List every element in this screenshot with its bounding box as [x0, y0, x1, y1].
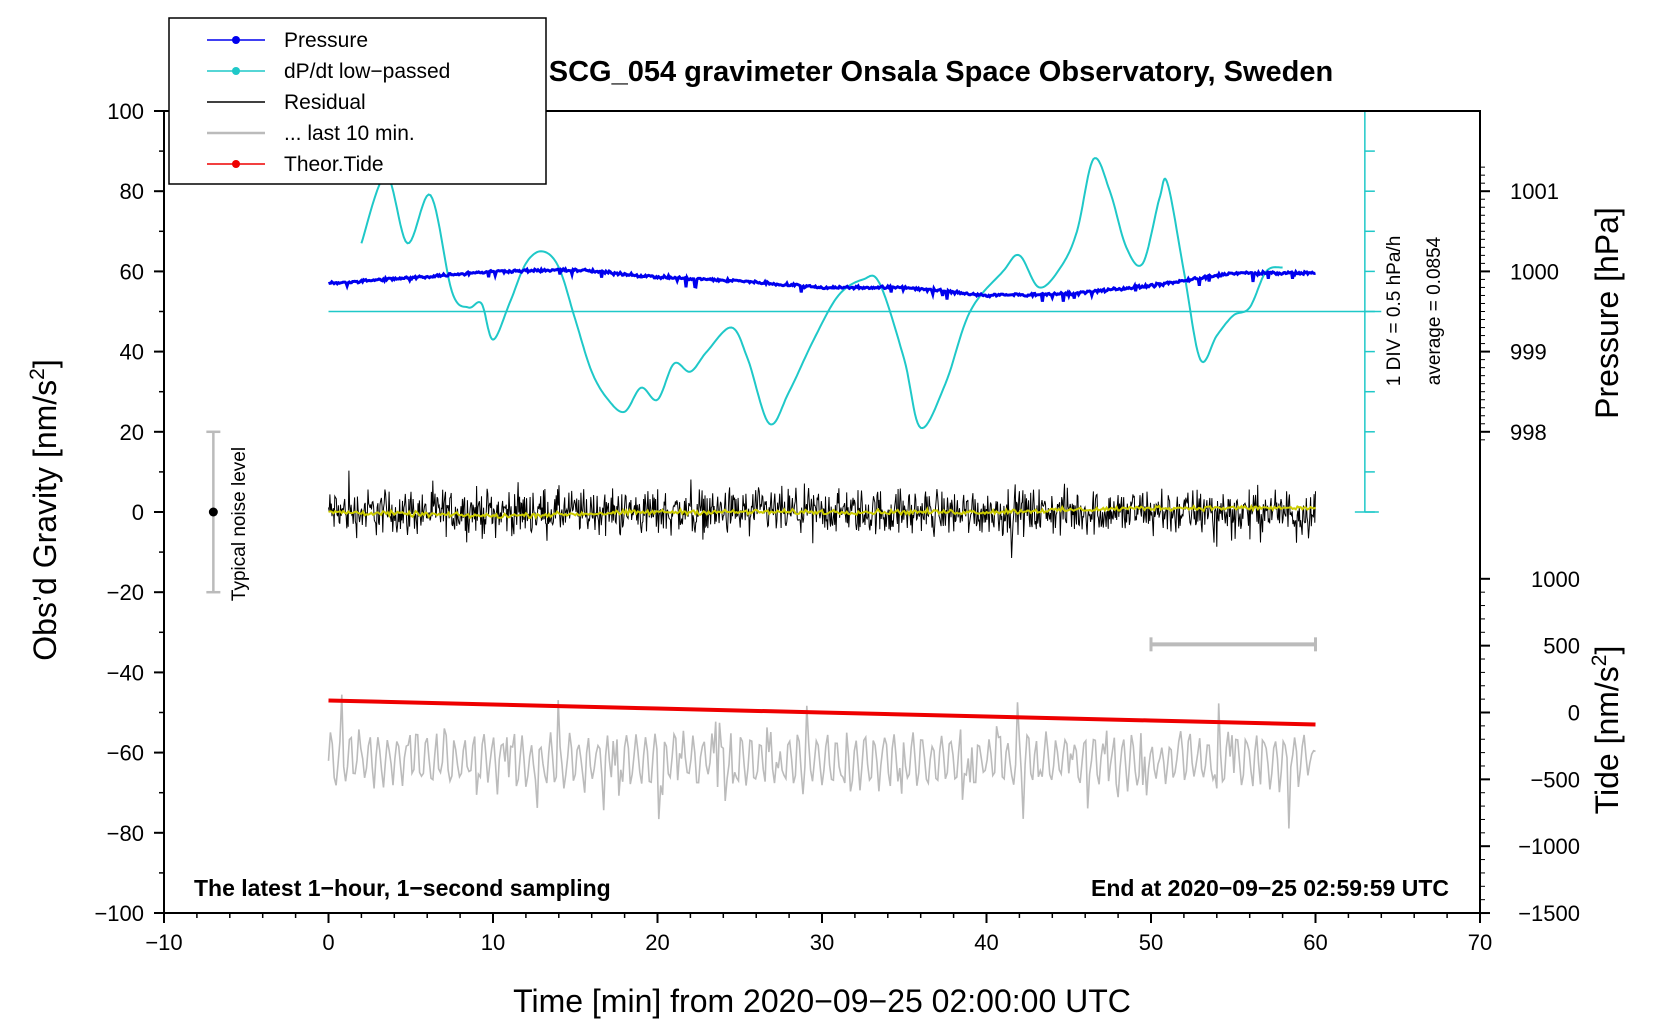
- x-tick-label: −10: [145, 930, 182, 955]
- tide-tick-label: 0: [1568, 701, 1580, 726]
- pressure-tick-label: 999: [1510, 340, 1547, 365]
- y-axis-title-left: Obs’d Gravity [nm/s2]: [26, 359, 63, 661]
- tide-line: [328, 698, 1316, 727]
- tide-tick-label: −500: [1530, 767, 1580, 792]
- noise-marker: [206, 430, 221, 594]
- last-10-min-series: [327, 694, 1316, 829]
- residual-series: [328, 470, 1316, 559]
- legend-marker: [232, 160, 240, 168]
- tide-tick-label: −1000: [1518, 834, 1580, 859]
- legend-label: Theor.Tide: [284, 153, 384, 176]
- y-tick-label: −60: [107, 741, 144, 766]
- y-tick-label: −40: [107, 660, 144, 685]
- pressure-tick-label: 1000: [1510, 259, 1559, 284]
- pressure-series: [327, 266, 1316, 302]
- x-tick-label: 10: [481, 930, 505, 955]
- legend-label: dP/dt low−passed: [284, 60, 450, 83]
- legend: Pressure dP/dt low−passed Residual ... last…: [168, 17, 547, 185]
- y-tick-label: 20: [120, 420, 144, 445]
- legend-label: Pressure: [284, 29, 368, 52]
- axes: −10 0 10 20 30 40 50 60 70100806040200−20−40−60−…: [94, 99, 1580, 955]
- x-tick-label: 0: [322, 930, 334, 955]
- y-tick-label: 0: [132, 500, 144, 525]
- y-tick-label: 60: [120, 259, 144, 284]
- legend-marker: [232, 36, 240, 44]
- legend-marker: [232, 67, 240, 75]
- average-label: average = 0.0854: [1424, 236, 1445, 385]
- x-tick-label: 60: [1303, 930, 1327, 955]
- x-tick-label: 40: [974, 930, 998, 955]
- legend-box: [168, 17, 547, 185]
- noise-center-point: [208, 507, 218, 517]
- pressure-tick-label: 1001: [1510, 179, 1559, 204]
- annotation-left: The latest 1−hour, 1−second sampling: [194, 875, 611, 901]
- last-10-min-bracket: [1149, 637, 1317, 652]
- pressure-tick-label: 998: [1510, 420, 1547, 445]
- noise-label: Typical noise level: [229, 447, 250, 601]
- div-scale-label: 1 DIV = 0.5 hPa/h: [1384, 236, 1405, 387]
- x-tick-label: 50: [1139, 930, 1163, 955]
- x-tick-label: 20: [645, 930, 669, 955]
- annotation-right: End at 2020−09−25 02:59:59 UTC: [1091, 875, 1449, 901]
- tide-tick-label: 500: [1543, 634, 1580, 659]
- y-axis-title-tide: Tide [nm/s2]: [1588, 646, 1625, 815]
- y-tick-label: −80: [107, 821, 144, 846]
- chart-title: SCG_054 gravimeter Onsala Space Observat…: [549, 56, 1333, 88]
- tide-tick-label: −1500: [1518, 901, 1580, 926]
- tide-series: [328, 698, 1316, 727]
- tide-tick-label: 1000: [1531, 567, 1580, 592]
- dpdt-line: [360, 157, 1283, 430]
- last-10-min-line: [327, 694, 1316, 829]
- y-axis-title-pressure: Pressure [hPa]: [1589, 207, 1625, 419]
- x-tick-label: 70: [1468, 930, 1492, 955]
- residual-smoothed-line: [328, 504, 1317, 520]
- y-tick-label: 80: [120, 179, 144, 204]
- y-tick-label: 100: [107, 99, 144, 124]
- residual-line: [328, 470, 1316, 559]
- y-tick-label: 40: [120, 340, 144, 365]
- legend-label: Residual: [284, 91, 366, 114]
- pressure-line: [327, 266, 1316, 302]
- div-scale-axis: [1354, 110, 1379, 513]
- legend-label: ... last 10 min.: [284, 122, 415, 145]
- dpdt-series: [360, 157, 1283, 430]
- x-axis-title: Time [min] from 2020−09−25 02:00:00 UTC: [513, 983, 1131, 1019]
- y-tick-label: −100: [94, 901, 144, 926]
- residual-smoothed-series: [328, 504, 1317, 520]
- x-tick-label: 30: [810, 930, 834, 955]
- y-tick-label: −20: [107, 580, 144, 605]
